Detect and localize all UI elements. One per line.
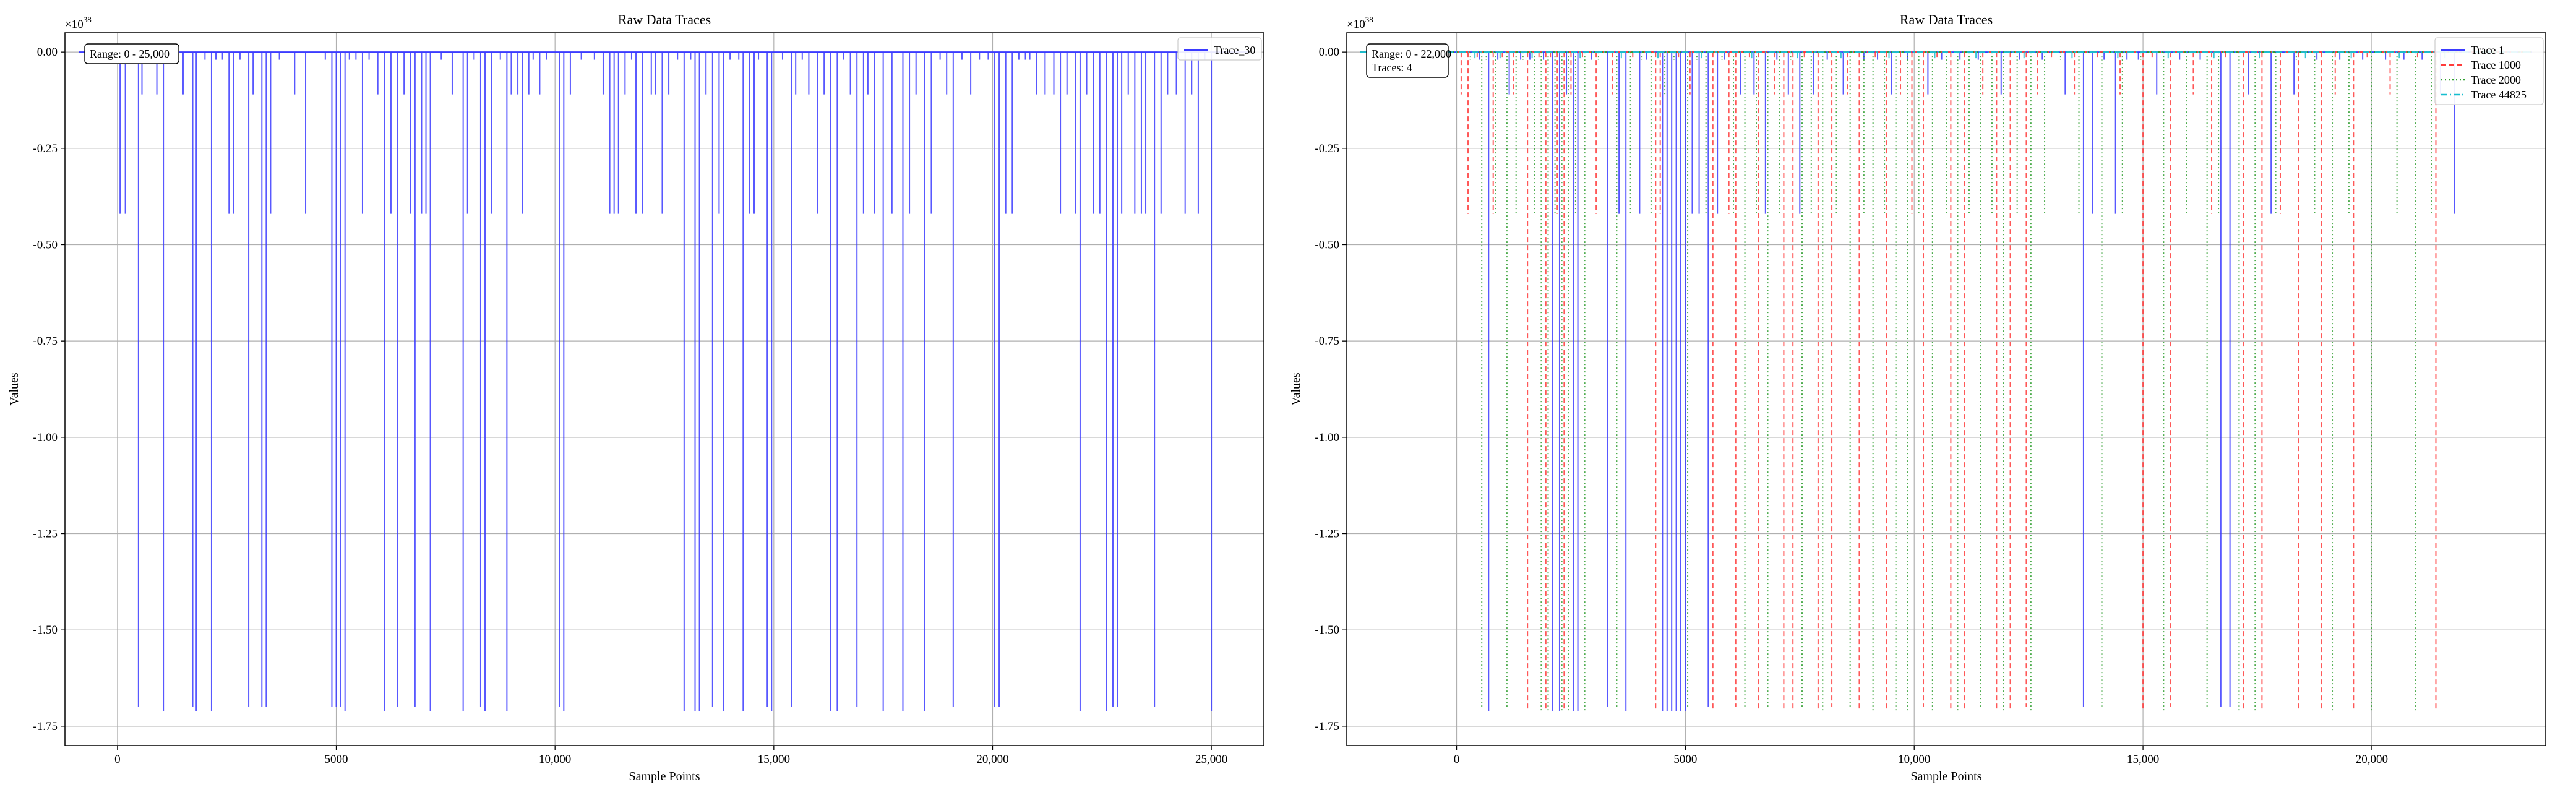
legend-label: Trace 2000: [2471, 74, 2521, 86]
x-tick-label: 0: [1454, 753, 1460, 766]
y-tick-label: -0.50: [33, 238, 58, 251]
series-3: [1360, 51, 2532, 711]
y-tick-label: -1.50: [1315, 624, 1339, 637]
x-tick-label: 5000: [325, 753, 348, 766]
y-tick-label: -1.00: [1315, 431, 1339, 444]
x-tick-label: 15,000: [2127, 753, 2159, 766]
multiplier-exponent: 38: [84, 15, 92, 24]
x-tick-label: 5000: [1673, 753, 1697, 766]
x-tick-label: 25,000: [1195, 753, 1227, 766]
y-tick-label: -1.50: [33, 624, 58, 637]
y-tick-label: -1.25: [1315, 528, 1339, 541]
legend-box: [1177, 37, 1262, 61]
y-offset-multiplier: ×1038: [1347, 15, 1373, 31]
x-tick-label: 10,000: [1898, 753, 1930, 766]
legend-label: Trace 1000: [2471, 59, 2521, 71]
axes-frame: [1346, 32, 2546, 746]
x-tick-label: 10,000: [539, 753, 571, 766]
plot-area: [65, 33, 1264, 746]
axes-frame: [64, 32, 1264, 746]
legend-label: Trace 1: [2471, 44, 2504, 56]
legend-label: Trace_30: [1214, 44, 1255, 56]
multiplier-base: ×10: [1347, 18, 1365, 31]
annotation-box: [1366, 43, 1449, 78]
y-tick-label: -1.75: [33, 720, 58, 733]
legend-label: Trace 44825: [2471, 88, 2527, 101]
x-axis-label: Sample Points: [1910, 770, 1981, 783]
y-tick-label: 0.00: [1319, 46, 1339, 59]
series-1: [79, 51, 1250, 711]
chart-2: 0 5000 10,000 15,000 20,000 0.00 -0.25 -0.50 -0.…: [1289, 12, 2546, 783]
multiplier-exponent: 38: [1365, 15, 1373, 24]
annotation-box: [84, 43, 179, 64]
x-tick-label: 0: [114, 753, 121, 766]
chart-1: 0 5000 10,000 15,000 20,000 25,000 0.00 -0.25 -0…: [7, 12, 1264, 783]
y-offset-multiplier: ×1038: [65, 15, 92, 31]
chart-title: Raw Data Traces: [1900, 12, 1993, 27]
y-tick-label: -1.75: [1315, 720, 1339, 733]
y-tick-label: -0.25: [1315, 142, 1339, 155]
y-tick-label: -1.25: [33, 528, 58, 541]
plot-area: [1347, 33, 2546, 746]
x-tick-label: 20,000: [2356, 753, 2388, 766]
y-tick-label: -0.75: [33, 335, 58, 348]
chart-title: Raw Data Traces: [618, 12, 711, 27]
series-4: [1360, 51, 2532, 60]
x-tick-label: 15,000: [758, 753, 790, 766]
y-tick-label: -0.25: [33, 142, 58, 155]
y-tick-label: -1.00: [33, 431, 58, 444]
y-tick-label: -0.50: [1315, 238, 1339, 251]
y-tick-label: -0.75: [1315, 335, 1339, 348]
annotation-text: Range: 0 - 22,000: [1372, 48, 1451, 60]
x-tick-label: 20,000: [976, 753, 1008, 766]
y-axis-label: Values: [1289, 372, 1303, 406]
legend-box: [2434, 37, 2544, 105]
y-axis-label: Values: [7, 372, 21, 406]
annotation-text: Traces: 4: [1372, 61, 1412, 74]
annotation-text: Range: 0 - 25,000: [90, 48, 170, 60]
x-axis-label: Sample Points: [629, 770, 700, 783]
multiplier-base: ×10: [65, 18, 84, 31]
y-tick-label: 0.00: [37, 46, 58, 59]
series-1: [1360, 51, 2532, 711]
